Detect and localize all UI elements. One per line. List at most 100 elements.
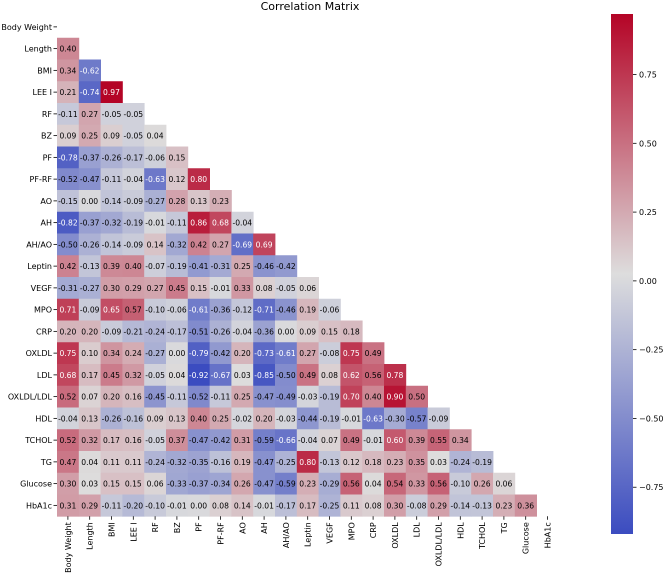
cell-value-label: -0.10 <box>145 306 165 315</box>
cell-value-label: 0.11 <box>125 458 142 467</box>
y-tick-label: OXLDL/LDL <box>8 393 53 402</box>
cell-value-label: -0.01 <box>211 284 231 293</box>
cell-value-label: 0.00 <box>168 349 185 358</box>
cell-value-label: -0.09 <box>429 414 449 423</box>
heatmap-cell <box>57 37 80 60</box>
cell-value-label: -0.04 <box>232 219 252 228</box>
cell-value-label: -0.11 <box>167 393 187 402</box>
heatmap-cell <box>362 451 385 474</box>
cell-value-label: 0.75 <box>59 349 76 358</box>
heatmap-cell <box>122 277 145 300</box>
cell-value-label: 0.00 <box>190 501 207 510</box>
x-tick-label: AH <box>260 522 269 534</box>
cell-value-label: -0.71 <box>254 306 274 315</box>
heatmap-cell <box>144 494 167 517</box>
cell-value-label: -0.37 <box>80 153 100 162</box>
heatmap-cell <box>471 451 494 474</box>
heatmap-cell <box>231 277 254 300</box>
heatmap-cell <box>57 211 80 234</box>
cell-value-label: 0.37 <box>168 436 185 445</box>
cell-value-label: 0.15 <box>125 480 142 489</box>
cell-value-label: 0.07 <box>81 393 98 402</box>
cell-value-label: 0.19 <box>299 306 316 315</box>
heatmap-cell <box>187 255 210 278</box>
heatmap-cell <box>78 429 101 452</box>
cell-value-label: -0.57 <box>407 414 427 423</box>
heatmap-cell <box>253 407 276 430</box>
heatmap-cell <box>209 385 232 408</box>
cell-value-label: 0.97 <box>103 88 120 97</box>
cell-value-label: 0.03 <box>234 371 251 380</box>
heatmap-cell <box>166 168 189 191</box>
heatmap-cell <box>166 472 189 495</box>
x-tick-label: Body Weight <box>64 522 73 573</box>
heatmap-cell <box>78 233 101 256</box>
heatmap-cell <box>78 124 101 147</box>
heatmap-cell <box>144 407 167 430</box>
cell-value-label: 0.15 <box>168 153 185 162</box>
heatmap-cell <box>187 211 210 234</box>
heatmap-cell <box>78 277 101 300</box>
heatmap-cell <box>144 190 167 213</box>
cell-value-label: -0.79 <box>189 349 209 358</box>
cell-value-label: -0.04 <box>123 175 143 184</box>
heatmap-cell <box>405 472 428 495</box>
heatmap-cell <box>231 494 254 517</box>
heatmap-cell <box>144 124 167 147</box>
cell-value-label: 0.30 <box>59 480 76 489</box>
cell-value-label: 0.26 <box>474 480 491 489</box>
heatmap-cell <box>384 385 407 408</box>
heatmap-cell <box>144 146 167 169</box>
heatmap-cell <box>100 103 123 126</box>
cell-value-label: 0.42 <box>59 262 76 271</box>
heatmap-cell <box>57 385 80 408</box>
cell-value-label: -0.67 <box>211 371 231 380</box>
heatmap-cell <box>231 211 254 234</box>
heatmap-cell <box>318 429 341 452</box>
x-tick-label: MPO <box>347 522 356 540</box>
heatmap-cell <box>275 364 298 387</box>
cell-value-label: 0.04 <box>147 132 164 141</box>
cell-value-label: 0.26 <box>234 480 251 489</box>
heatmap-cell <box>318 342 341 365</box>
cell-value-label: 0.34 <box>103 349 120 358</box>
heatmap-cell <box>427 494 450 517</box>
cell-value-label: 0.40 <box>125 262 142 271</box>
heatmap-cell <box>122 451 145 474</box>
cell-value-label: 0.06 <box>495 480 512 489</box>
cell-value-label: 0.40 <box>59 45 76 54</box>
cell-value-label: -0.52 <box>58 175 78 184</box>
x-tick-label: OXLDL/LDL <box>435 522 444 567</box>
cell-value-label: -0.14 <box>102 197 122 206</box>
cell-value-label: -0.04 <box>298 436 318 445</box>
cell-value-label: -0.13 <box>80 262 100 271</box>
cell-value-label: -0.24 <box>145 327 165 336</box>
heatmap-cell <box>144 342 167 365</box>
heatmap-cell <box>122 168 145 191</box>
y-tick-label: Body Weight <box>1 23 52 32</box>
cell-value-label: 0.71 <box>59 306 76 315</box>
heatmap-cell <box>100 364 123 387</box>
cell-value-label: -0.26 <box>211 327 231 336</box>
heatmap-cell <box>318 320 341 343</box>
cell-value-label: -0.15 <box>58 197 78 206</box>
cell-value-label: -0.20 <box>123 501 143 510</box>
cell-value-label: 0.90 <box>386 393 403 402</box>
y-axis-tick-labels: Body Weight Length BMI LEE I RF BZ PF PF-RF AO AH… <box>1 23 57 510</box>
heatmap-cell <box>57 364 80 387</box>
heatmap-cell <box>166 364 189 387</box>
cell-value-label: -0.25 <box>320 501 340 510</box>
cell-value-label: 0.23 <box>386 458 403 467</box>
x-tick-label: LEE I <box>129 522 138 541</box>
heatmap-cell <box>144 364 167 387</box>
heatmap-cell <box>209 190 232 213</box>
cell-value-label: 0.39 <box>103 262 120 271</box>
cell-value-label: 0.33 <box>408 480 425 489</box>
heatmap-cell <box>275 385 298 408</box>
cell-value-label: 0.23 <box>495 501 512 510</box>
heatmap-cell <box>362 429 385 452</box>
x-tick-label: PF <box>195 522 204 532</box>
heatmap-cell <box>144 385 167 408</box>
cell-value-label: -0.16 <box>123 414 143 423</box>
cell-value-label: -0.10 <box>145 501 165 510</box>
